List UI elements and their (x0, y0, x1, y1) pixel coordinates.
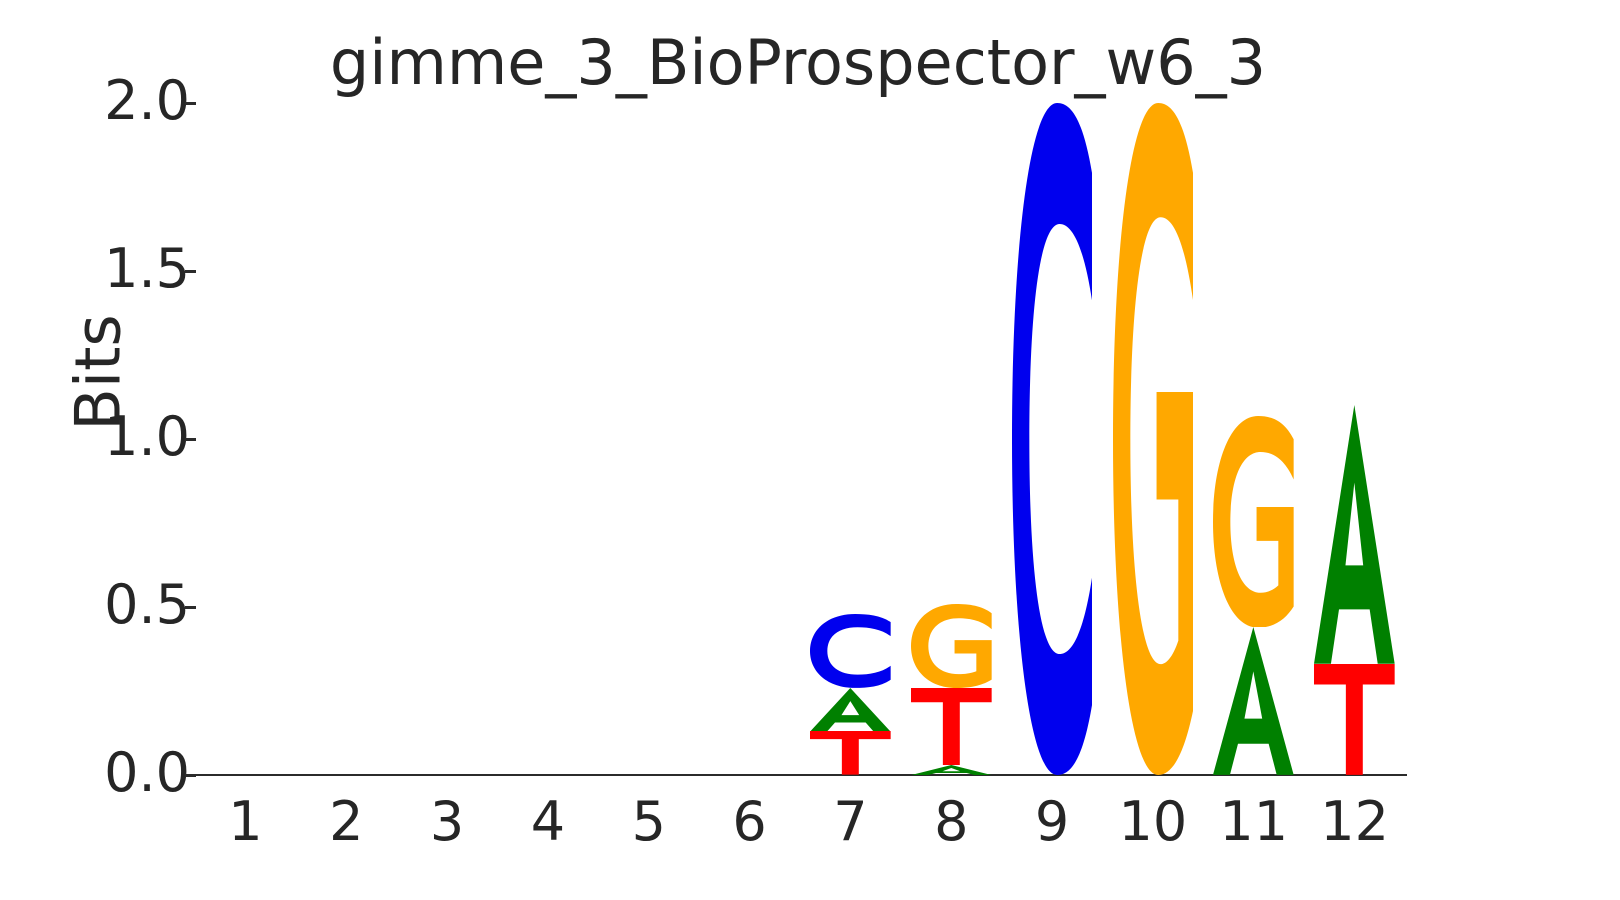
x-axis-tick-label: 9 (1034, 790, 1070, 853)
logo-stack-9 (1011, 103, 1093, 775)
logo-stack-12 (1314, 103, 1395, 775)
logo-letter-g (1213, 415, 1295, 628)
logo-stack-5 (608, 103, 689, 775)
logo-stack-10 (1112, 103, 1194, 775)
logo-stack-1 (205, 103, 286, 775)
logo-stack-4 (508, 103, 589, 775)
x-axis-tick-label: 2 (329, 790, 364, 853)
logo-letter-t (910, 687, 992, 765)
logo-stack-3 (407, 103, 488, 775)
logo-letter-t (810, 731, 891, 775)
x-axis-tick-label: 6 (732, 790, 767, 853)
logo-letter-a (1213, 627, 1295, 775)
y-axis-tick-label: 0.5 (104, 573, 190, 636)
logo-stack-6 (709, 103, 790, 775)
x-axis-tick-label: 1 (228, 790, 263, 853)
logo-letter-a (910, 764, 992, 775)
x-axis-tick-label: 8 (934, 790, 969, 853)
logo-letter-t (1314, 664, 1395, 775)
logo-letter-c (1011, 103, 1093, 775)
x-axis-tick-label: 4 (530, 790, 566, 853)
x-axis-tick-label: 10 (1118, 790, 1188, 853)
y-axis-tick-mark (185, 102, 196, 105)
y-axis-tick-mark (185, 606, 196, 609)
x-axis-tick-label: 12 (1320, 790, 1389, 853)
logo-stack-8 (910, 103, 992, 775)
logo-letter-a (810, 687, 891, 732)
x-axis-tick-label: 11 (1219, 790, 1289, 853)
y-axis-tick-mark (185, 774, 196, 777)
logo-stack-2 (306, 103, 387, 775)
page-title: gimme_3_BioProspector_w6_3 (0, 26, 1620, 99)
y-axis-tick-label: 1.5 (104, 237, 190, 300)
x-axis-line (195, 774, 1407, 776)
x-axis-tick-label: 7 (833, 790, 868, 853)
logo-letter-c (810, 613, 891, 688)
logo-letter-g (1112, 103, 1194, 775)
logo-letter-g (910, 603, 992, 688)
x-axis-tick-label: 5 (631, 790, 666, 853)
logo-letter-a (1314, 405, 1395, 665)
logo-stack-7 (810, 103, 891, 775)
plot-area (195, 103, 1405, 775)
x-axis-tick-label: 3 (429, 790, 465, 853)
y-axis-tick-label: 1.0 (104, 405, 190, 468)
y-axis-tick-mark (185, 438, 196, 441)
y-axis-tick-mark (185, 270, 196, 273)
y-axis-tick-label: 2.0 (104, 69, 190, 132)
y-axis-tick-label: 0.0 (104, 741, 190, 804)
chart-title-text: gimme_3_BioProspector_w6_3 (329, 26, 1267, 99)
logo-stack-11 (1213, 103, 1295, 775)
